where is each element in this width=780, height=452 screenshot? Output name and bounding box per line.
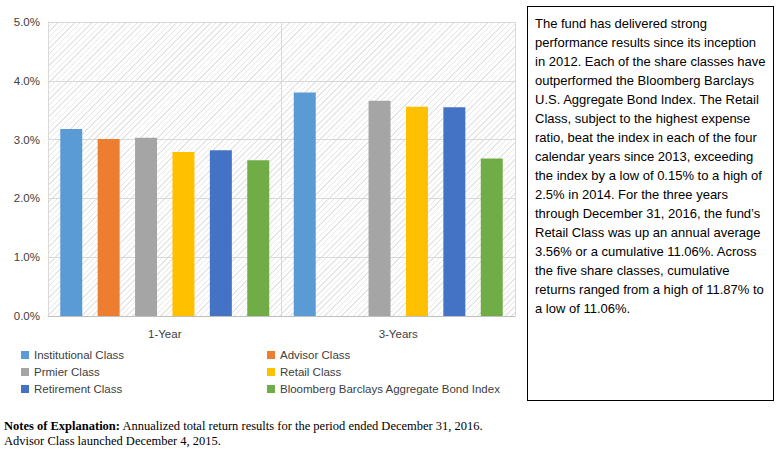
html-text:The fund has delivered strong: The fund has delivered strong performanc… (535, 16, 766, 316)
svg-text:Prmier Class: Prmier Class (34, 366, 100, 378)
svg-text:1.0%: 1.0% (14, 251, 40, 263)
svg-text:5.0%: 5.0% (14, 16, 40, 28)
svg-text:Bloomberg Barclays Aggregate B: Bloomberg Barclays Aggregate Bond Index (280, 383, 500, 395)
svg-text:4.0%: 4.0% (14, 75, 40, 87)
svg-text:Retirement Class: Retirement Class (34, 383, 122, 395)
html-text:Notes of Explanation: Annualiz: Notes of Explanation: Annualized total r… (4, 419, 483, 448)
svg-text:0.0%: 0.0% (14, 310, 40, 322)
svg-text:Advisor Class: Advisor Class (280, 349, 351, 361)
svg-text:Retail Class: Retail Class (280, 366, 342, 378)
svg-text:1-Year: 1-Year (148, 328, 182, 340)
svg-text:2.0%: 2.0% (14, 192, 40, 204)
svg-text:3-Years: 3-Years (379, 328, 418, 340)
svg-text:Institutional Class: Institutional Class (34, 349, 124, 361)
svg-text:3.0%: 3.0% (14, 134, 40, 146)
